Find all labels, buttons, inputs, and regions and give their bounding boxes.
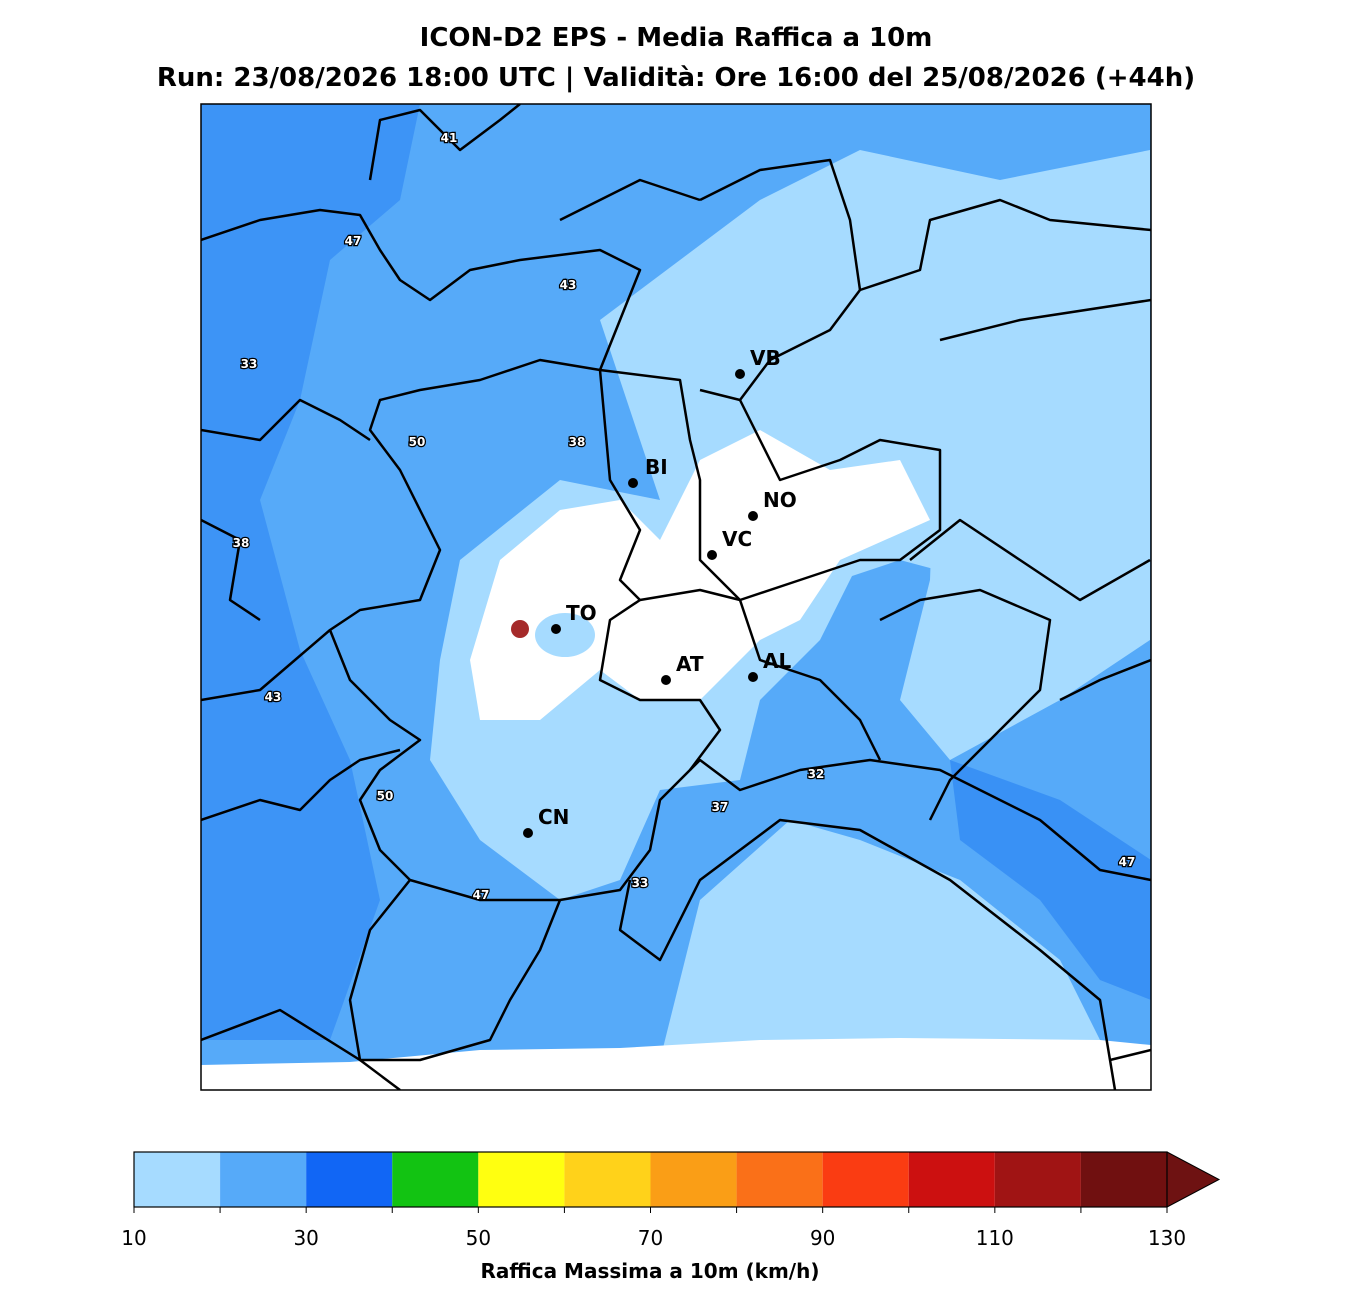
- colorbar-tick-label: 10: [121, 1226, 146, 1250]
- map-frame: [200, 103, 1152, 1091]
- city-label: NO: [763, 488, 797, 512]
- city-marker: [551, 624, 561, 634]
- city-label: TO: [566, 601, 597, 625]
- city-label: CN: [538, 805, 569, 829]
- city-marker: [523, 828, 533, 838]
- contour-label: 47: [1119, 855, 1136, 869]
- city-marker: [735, 369, 745, 379]
- subtitle: Run: 23/08/2026 18:00 UTC | Validità: Or…: [157, 63, 1195, 93]
- colorbar-tick-label: 70: [638, 1226, 663, 1250]
- colorbar-segment: [220, 1152, 307, 1207]
- colorbar-label: Raffica Massima a 10m (km/h): [481, 1259, 820, 1283]
- colorbar-segment: [134, 1152, 221, 1207]
- colorbar-segment: [650, 1152, 737, 1207]
- city-label: BI: [645, 455, 668, 479]
- colorbar-segment: [994, 1152, 1081, 1207]
- contour-label: 32: [808, 767, 825, 781]
- colorbar-segment: [478, 1152, 565, 1207]
- contour-label: 43: [560, 278, 577, 292]
- colorbar-tick-label: 90: [810, 1226, 835, 1250]
- city-label: AT: [676, 652, 704, 676]
- city-label: VC: [722, 527, 752, 551]
- contour-label: 37: [712, 800, 729, 814]
- contour-label: 50: [409, 435, 426, 449]
- city-label: VB: [750, 346, 781, 370]
- colorbar-segment: [736, 1152, 823, 1207]
- colorbar-tick-label: 130: [1148, 1226, 1186, 1250]
- colorbar-tick-label: 50: [466, 1226, 491, 1250]
- contour-label: 47: [345, 234, 362, 248]
- colorbar-extend: [1166, 1151, 1221, 1208]
- contour-label: 43: [265, 690, 282, 704]
- contour-label: 41: [441, 131, 458, 145]
- city-label: AL: [763, 649, 791, 673]
- colorbar-tick-label: 110: [976, 1226, 1014, 1250]
- colorbar-segment: [822, 1152, 909, 1207]
- city-marker: [661, 675, 671, 685]
- colorbar-segment: [564, 1152, 651, 1207]
- contour-label: 50: [377, 789, 394, 803]
- city-marker: [707, 550, 717, 560]
- contour-label: 33: [241, 357, 258, 371]
- contour-label: 38: [233, 536, 250, 550]
- colorbar-tick-label: 30: [293, 1226, 318, 1250]
- colorbar-segment: [306, 1152, 393, 1207]
- city-marker: [748, 511, 758, 521]
- title: ICON-D2 EPS - Media Raffica a 10m: [420, 23, 933, 53]
- city-marker: [628, 478, 638, 488]
- colorbar-segment: [908, 1152, 995, 1207]
- contour-label: 33: [632, 876, 649, 890]
- contour-label: 38: [569, 435, 586, 449]
- contour-label: 47: [473, 888, 490, 902]
- map: [201, 104, 1151, 1090]
- city-marker: [748, 672, 758, 682]
- colorbar: 10 30 50 70 90 110 130: [121, 1151, 1221, 1250]
- colorbar-segment: [1080, 1152, 1167, 1207]
- colorbar-segment: [392, 1152, 479, 1207]
